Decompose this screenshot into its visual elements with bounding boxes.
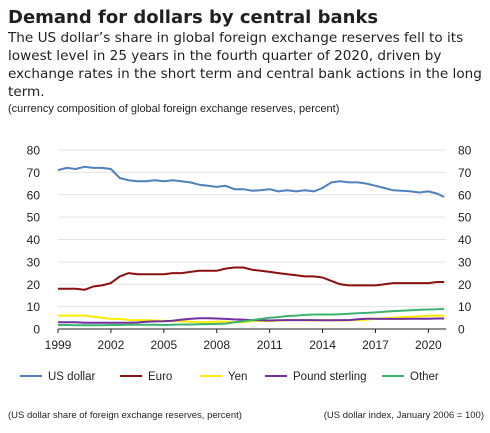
right-y-axis-tick-labels: 0 10 20 30 40 50 60 70 80 xyxy=(458,144,472,337)
x-tick-label: 2011 xyxy=(257,338,283,352)
x-tick-label: 2005 xyxy=(150,338,177,352)
x-tick-label: 2014 xyxy=(309,338,336,352)
right-axis-footnote: (US dollar index, January 2006 = 100) xyxy=(323,410,484,421)
x-tick-label: 2008 xyxy=(203,338,230,352)
y-tick-label-right: 10 xyxy=(458,300,472,314)
y-tick-label-left: 20 xyxy=(27,278,41,292)
y-tick-label-right: 30 xyxy=(458,255,472,269)
y-tick-label-right: 80 xyxy=(458,144,472,158)
y-tick-label-left: 50 xyxy=(27,211,41,225)
left-y-axis-tick-labels: 0 10 20 30 40 50 60 70 80 xyxy=(27,144,41,337)
x-tick-label: 1999 xyxy=(45,338,72,352)
series-lines xyxy=(57,165,445,327)
gridlines xyxy=(58,149,446,330)
x-tick-label: 2020 xyxy=(415,338,442,352)
y-tick-label-right: 40 xyxy=(458,233,472,247)
series-line-other xyxy=(58,307,445,327)
y-tick-label-right: 50 xyxy=(458,211,472,225)
y-tick-label-left: 70 xyxy=(27,166,41,180)
y-tick-label-left: 60 xyxy=(27,188,41,202)
y-tick-label-left: 80 xyxy=(27,144,41,158)
legend-label: Yen xyxy=(228,371,247,383)
y-tick-label-left: 30 xyxy=(27,255,41,269)
y-tick-label-right: 60 xyxy=(458,188,472,202)
y-tick-label-right: 0 xyxy=(458,323,465,337)
legend-label: Euro xyxy=(148,371,172,383)
series-line-euro xyxy=(58,266,445,291)
y-tick-label-right: 70 xyxy=(458,166,472,180)
x-tick-label: 2002 xyxy=(98,338,125,352)
legend: US dollar Euro Yen Pound sterling Other xyxy=(20,371,439,383)
chart-units-note: (currency composition of global foreign … xyxy=(8,103,340,115)
legend-label: US dollar xyxy=(48,371,95,383)
series-line-us-dollar xyxy=(57,165,445,198)
y-tick-label-right: 20 xyxy=(458,278,472,292)
y-tick-label-left: 10 xyxy=(27,300,41,314)
y-tick-label-left: 0 xyxy=(33,323,40,337)
chart-subtitle: The US dollar’s share in global foreign … xyxy=(8,30,482,100)
chart-title: Demand for dollars by central banks xyxy=(8,7,379,28)
y-tick-label-left: 40 xyxy=(27,233,41,247)
left-axis-footnote: (US dollar share of foreign exchange res… xyxy=(8,410,242,421)
x-tick-label: 2017 xyxy=(362,338,389,352)
legend-label: Other xyxy=(410,371,439,383)
x-axis-tick-labels: 1999 2002 2005 2008 2011 2014 2017 2020 xyxy=(45,329,442,352)
legend-label: Pound sterling xyxy=(293,371,367,383)
